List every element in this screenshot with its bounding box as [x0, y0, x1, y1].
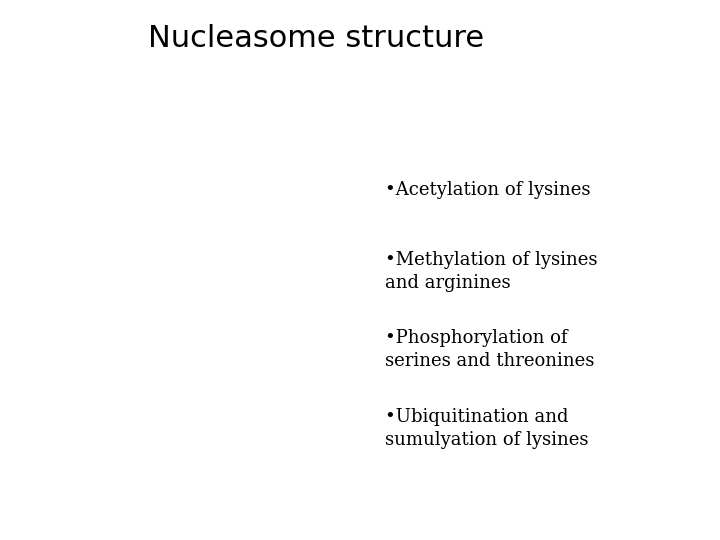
Text: •Acetylation of lysines: •Acetylation of lysines — [385, 181, 590, 199]
Text: •Methylation of lysines
and arginines: •Methylation of lysines and arginines — [385, 251, 598, 292]
Text: •Phosphorylation of
serines and threonines: •Phosphorylation of serines and threonin… — [385, 329, 595, 370]
Text: Nucleasome structure: Nucleasome structure — [148, 24, 484, 53]
Text: •Ubiquitination and
sumulyation of lysines: •Ubiquitination and sumulyation of lysin… — [385, 408, 589, 449]
